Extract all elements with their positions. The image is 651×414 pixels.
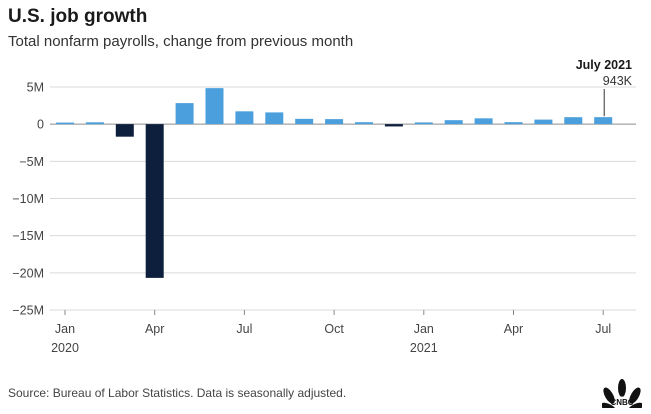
x-tick-label: Apr	[504, 322, 523, 336]
x-tick-label: Oct	[324, 322, 344, 336]
y-tick-label: −5M	[19, 155, 44, 169]
bar	[265, 112, 284, 125]
bar	[414, 122, 433, 125]
bar	[534, 119, 553, 125]
bar	[474, 118, 493, 125]
x-tick-year: 2021	[410, 341, 438, 355]
bar-chart: 5M 0 −5M −10M −15M −20M −25M Jan 2020 Apr Jul Oct Ja…	[12, 58, 636, 355]
bar	[444, 120, 463, 125]
bar	[145, 124, 164, 278]
x-tick-label: Jul	[236, 322, 252, 336]
cnbc-peacock-logo	[602, 379, 642, 408]
y-tick-label: −15M	[12, 229, 44, 243]
y-tick-label: 0	[37, 118, 44, 132]
bar	[175, 103, 194, 125]
bar	[594, 117, 613, 125]
bar	[355, 122, 373, 125]
bar	[325, 119, 344, 125]
x-tick-label: Apr	[145, 322, 164, 336]
source-note: Source: Bureau of Labor Statistics. Data…	[8, 386, 347, 400]
bar	[504, 122, 523, 125]
y-tick-label: −10M	[12, 192, 44, 206]
y-tick-label: −25M	[12, 304, 44, 318]
bar	[115, 124, 134, 137]
bar	[235, 111, 254, 125]
bar	[564, 117, 583, 125]
x-tick-label: Jan	[414, 322, 434, 336]
chart-subtitle: Total nonfarm payrolls, change from prev…	[8, 33, 354, 50]
bar	[56, 122, 74, 125]
x-tick-label: Jul	[595, 322, 611, 336]
y-tick-label: −20M	[12, 266, 44, 280]
y-tick-label: 5M	[27, 81, 44, 95]
bar	[295, 118, 314, 125]
bar	[205, 88, 224, 125]
annotation-title: July 2021	[576, 58, 632, 72]
bar	[85, 122, 104, 125]
bar	[384, 124, 403, 127]
annotation-value: 943K	[603, 74, 633, 88]
chart-title: U.S. job growth	[8, 6, 148, 27]
cnbc-logo-text: CNBC	[610, 398, 634, 407]
x-tick-year: 2020	[51, 341, 79, 355]
x-tick-label: Jan	[55, 322, 75, 336]
